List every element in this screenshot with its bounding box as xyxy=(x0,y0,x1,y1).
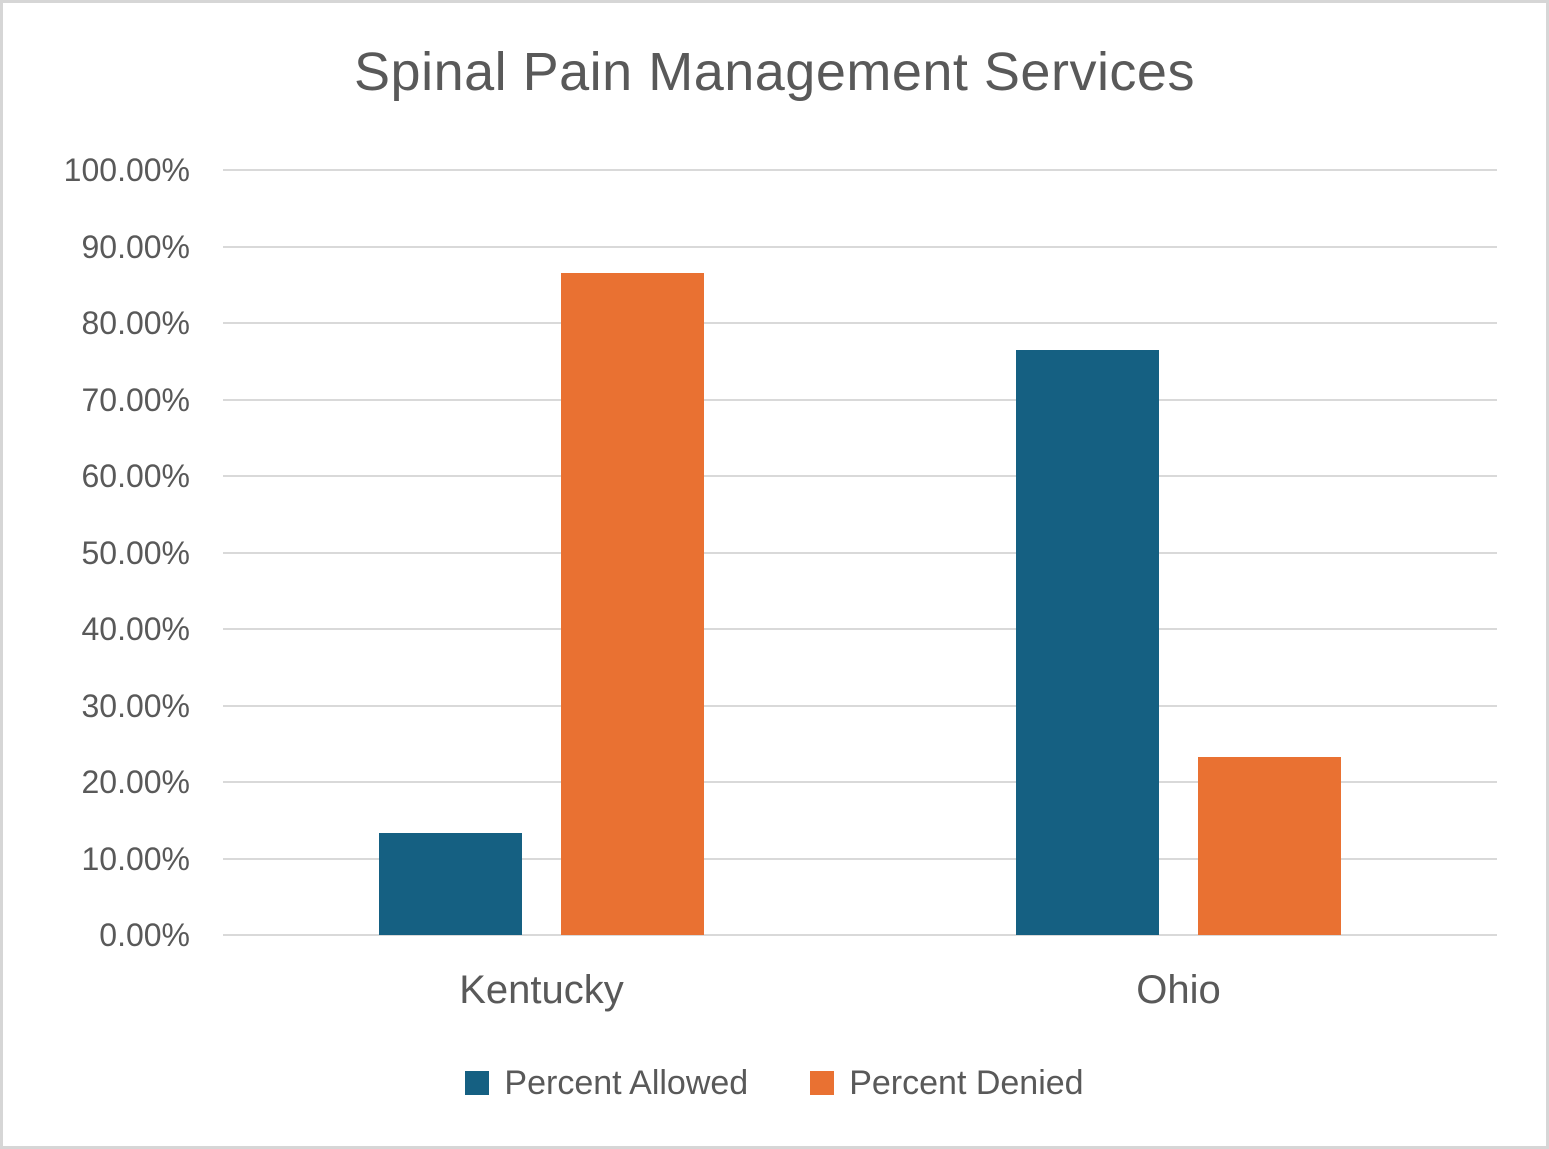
y-tick-label-50-00-: 50.00% xyxy=(81,534,190,571)
y-tick-label-70-00-: 70.00% xyxy=(81,381,190,418)
bar-kentucky-percent-denied xyxy=(561,272,704,935)
y-axis: 100.00% 90.00% 80.00% 70.00% 60.00% 50.00% 40.… xyxy=(3,3,190,1146)
x-axis-label-kentucky: Kentucky xyxy=(459,968,624,1012)
gridline-80-00- xyxy=(223,322,1497,324)
legend: Percent Allowed Percent Denied xyxy=(3,1064,1546,1102)
y-tick-label-30-00-: 30.00% xyxy=(81,687,190,724)
gridline-90-00- xyxy=(223,245,1497,248)
y-tick-label-10-00-: 10.00% xyxy=(81,840,190,877)
gridline-40-00- xyxy=(223,628,1497,630)
gridline-30-00- xyxy=(223,704,1497,707)
bar-kentucky-percent-allowed xyxy=(379,832,522,935)
gridline-100-00- xyxy=(223,169,1497,171)
gridline-60-00- xyxy=(223,475,1497,477)
gridline-0-00- xyxy=(223,934,1497,936)
y-tick-label-40-00-: 40.00% xyxy=(81,611,190,647)
legend-item-percent-denied: Percent Denied xyxy=(810,1064,1084,1102)
x-axis: Kentucky Ohio xyxy=(223,967,1497,1017)
legend-label-percent-denied: Percent Denied xyxy=(849,1064,1084,1102)
gridline-70-00- xyxy=(223,398,1497,401)
gridline-20-00- xyxy=(223,781,1497,783)
gridline-50-00- xyxy=(223,551,1497,554)
y-tick-label-0-00-: 0.00% xyxy=(99,917,190,953)
x-axis-label-ohio: Ohio xyxy=(1136,968,1221,1012)
bar-ohio-percent-allowed xyxy=(1016,349,1159,935)
y-tick-label-100-00-: 100.00% xyxy=(63,152,190,188)
y-tick-label-60-00-: 60.00% xyxy=(81,458,190,494)
chart-title: Spinal Pain Management Services xyxy=(354,42,1195,102)
y-tick-label-80-00-: 80.00% xyxy=(81,305,190,341)
bar-ohio-percent-denied xyxy=(1198,756,1341,935)
legend-swatch-icon-percent-allowed xyxy=(465,1071,490,1095)
plot-area xyxy=(223,169,1497,936)
y-tick-label-90-00-: 90.00% xyxy=(81,228,190,265)
legend-label-percent-allowed: Percent Allowed xyxy=(504,1064,749,1102)
y-tick-label-20-00-: 20.00% xyxy=(81,764,190,800)
legend-swatch-icon-percent-denied xyxy=(810,1071,835,1095)
gridline-10-00- xyxy=(223,857,1497,860)
legend-item-percent-allowed: Percent Allowed xyxy=(465,1064,748,1102)
